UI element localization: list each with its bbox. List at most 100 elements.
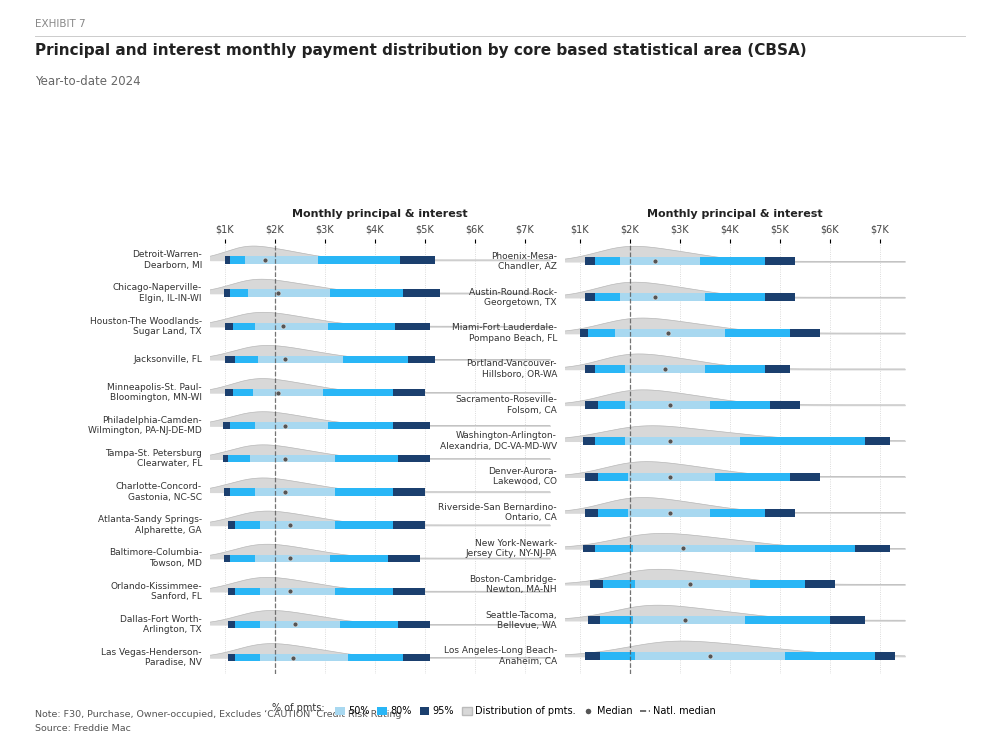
- Bar: [635, 652, 785, 660]
- Text: Minneapolis-St. Paul-
Bloomington, MN-WI: Minneapolis-St. Paul- Bloomington, MN-WI: [107, 383, 202, 402]
- Bar: [228, 654, 430, 661]
- Bar: [590, 580, 835, 588]
- Bar: [228, 621, 430, 628]
- Text: Los Angeles-Long Beach-
Anaheim, CA: Los Angeles-Long Beach- Anaheim, CA: [444, 646, 557, 666]
- Bar: [598, 509, 765, 517]
- Text: Principal and interest monthly payment distribution by core based statistical ar: Principal and interest monthly payment d…: [35, 43, 807, 58]
- Bar: [230, 554, 388, 562]
- Text: Denver-Aurora-
Lakewood, CO: Denver-Aurora- Lakewood, CO: [488, 467, 557, 486]
- Bar: [230, 422, 392, 429]
- Bar: [225, 256, 435, 264]
- Bar: [252, 389, 322, 396]
- Bar: [595, 294, 765, 301]
- Bar: [228, 455, 398, 462]
- Bar: [628, 473, 715, 481]
- Bar: [260, 521, 335, 529]
- Bar: [595, 365, 765, 373]
- Bar: [255, 422, 328, 429]
- Bar: [235, 356, 408, 363]
- Text: Dallas-Fort Worth-
Arlington, TX: Dallas-Fort Worth- Arlington, TX: [120, 615, 202, 634]
- Bar: [615, 330, 725, 337]
- Bar: [228, 588, 425, 595]
- Bar: [260, 621, 340, 628]
- X-axis label: Monthly principal & interest: Monthly principal & interest: [292, 210, 468, 219]
- Text: Tampa-St. Petersburg
Clearwater, FL: Tampa-St. Petersburg Clearwater, FL: [105, 449, 202, 468]
- Text: Houston-The Woodlands-
Sugar Land, TX: Houston-The Woodlands- Sugar Land, TX: [90, 317, 202, 336]
- Bar: [248, 289, 330, 297]
- Text: Jacksonville, FL: Jacksonville, FL: [133, 355, 202, 364]
- Bar: [245, 256, 318, 264]
- Text: Note: F30, Purchase, Owner-occupied, Excludes ‘CAUTION’ Credit Risk Rating: Note: F30, Purchase, Owner-occupied, Exc…: [35, 710, 401, 719]
- Bar: [588, 616, 865, 624]
- Bar: [224, 554, 420, 562]
- Bar: [585, 365, 790, 373]
- Text: Riverside-San Bernardino-
Ontario, CA: Riverside-San Bernardino- Ontario, CA: [438, 503, 557, 522]
- Text: Washington-Arlington-
Alexandria, DC-VA-MD-WV: Washington-Arlington- Alexandria, DC-VA-…: [440, 431, 557, 450]
- Text: Charlotte-Concord-
Gastonia, NC-SC: Charlotte-Concord- Gastonia, NC-SC: [116, 482, 202, 502]
- Bar: [222, 455, 430, 462]
- Bar: [582, 545, 890, 553]
- Bar: [224, 488, 425, 496]
- Bar: [602, 580, 805, 588]
- Bar: [588, 330, 790, 337]
- Bar: [585, 401, 800, 409]
- Text: New York-Newark-
Jersey City, NY-NJ-PA: New York-Newark- Jersey City, NY-NJ-PA: [466, 539, 557, 558]
- Bar: [250, 455, 335, 462]
- Text: Miami-Fort Lauderdale-
Pompano Beach, FL: Miami-Fort Lauderdale- Pompano Beach, FL: [452, 324, 557, 343]
- Bar: [633, 545, 755, 553]
- Text: Atlanta-Sandy Springs-
Alpharette, GA: Atlanta-Sandy Springs- Alpharette, GA: [98, 515, 202, 535]
- Bar: [230, 488, 392, 496]
- Text: Chicago-Naperville-
Elgin, IL-IN-WI: Chicago-Naperville- Elgin, IL-IN-WI: [113, 283, 202, 303]
- Bar: [620, 258, 700, 265]
- Text: Baltimore-Columbia-
Towson, MD: Baltimore-Columbia- Towson, MD: [109, 548, 202, 568]
- Bar: [260, 588, 335, 595]
- Text: EXHIBIT 7: EXHIBIT 7: [35, 19, 86, 28]
- Bar: [628, 509, 710, 517]
- Bar: [225, 356, 435, 363]
- Bar: [585, 652, 895, 660]
- Text: Austin-Round Rock-
Georgetown, TX: Austin-Round Rock- Georgetown, TX: [469, 288, 557, 307]
- Bar: [258, 356, 342, 363]
- Bar: [600, 616, 830, 624]
- Bar: [620, 294, 705, 301]
- Bar: [585, 258, 795, 265]
- Bar: [585, 509, 795, 517]
- Bar: [225, 323, 430, 330]
- Bar: [232, 389, 392, 396]
- Bar: [600, 652, 875, 660]
- Text: Seattle-Tacoma,
Bellevue, WA: Seattle-Tacoma, Bellevue, WA: [485, 610, 557, 630]
- Bar: [230, 289, 402, 297]
- Bar: [625, 365, 705, 373]
- Text: % of pmts:: % of pmts:: [272, 703, 325, 713]
- Text: Source: Freddie Mac: Source: Freddie Mac: [35, 724, 131, 733]
- Bar: [582, 437, 890, 445]
- Text: Detroit-Warren-
Dearborn, MI: Detroit-Warren- Dearborn, MI: [132, 250, 202, 270]
- Bar: [260, 654, 348, 661]
- X-axis label: Monthly principal & interest: Monthly principal & interest: [647, 210, 823, 219]
- Bar: [580, 330, 820, 337]
- Bar: [235, 521, 392, 529]
- Text: Sacramento-Roseville-
Folsom, CA: Sacramento-Roseville- Folsom, CA: [455, 395, 557, 415]
- Bar: [235, 588, 392, 595]
- Bar: [255, 323, 328, 330]
- Bar: [232, 323, 395, 330]
- Bar: [235, 654, 402, 661]
- Bar: [635, 580, 750, 588]
- Text: Philadelphia-Camden-
Wilmington, PA-NJ-DE-MD: Philadelphia-Camden- Wilmington, PA-NJ-D…: [88, 416, 202, 435]
- Bar: [633, 616, 745, 624]
- Bar: [595, 545, 855, 553]
- Bar: [255, 554, 330, 562]
- Text: Las Vegas-Henderson-
Paradise, NV: Las Vegas-Henderson- Paradise, NV: [101, 648, 202, 667]
- Bar: [595, 437, 865, 445]
- Text: Orlando-Kissimmee-
Sanford, FL: Orlando-Kissimmee- Sanford, FL: [110, 581, 202, 601]
- Bar: [598, 473, 790, 481]
- Bar: [255, 488, 335, 496]
- Bar: [585, 473, 820, 481]
- Text: Phoenix-Mesa-
Chandler, AZ: Phoenix-Mesa- Chandler, AZ: [491, 252, 557, 271]
- Bar: [225, 389, 425, 396]
- Text: Year-to-date 2024: Year-to-date 2024: [35, 75, 141, 88]
- Text: Boston-Cambridge-
Newton, MA-NH: Boston-Cambridge- Newton, MA-NH: [470, 574, 557, 594]
- Bar: [235, 621, 398, 628]
- Bar: [625, 437, 740, 445]
- Bar: [585, 294, 795, 301]
